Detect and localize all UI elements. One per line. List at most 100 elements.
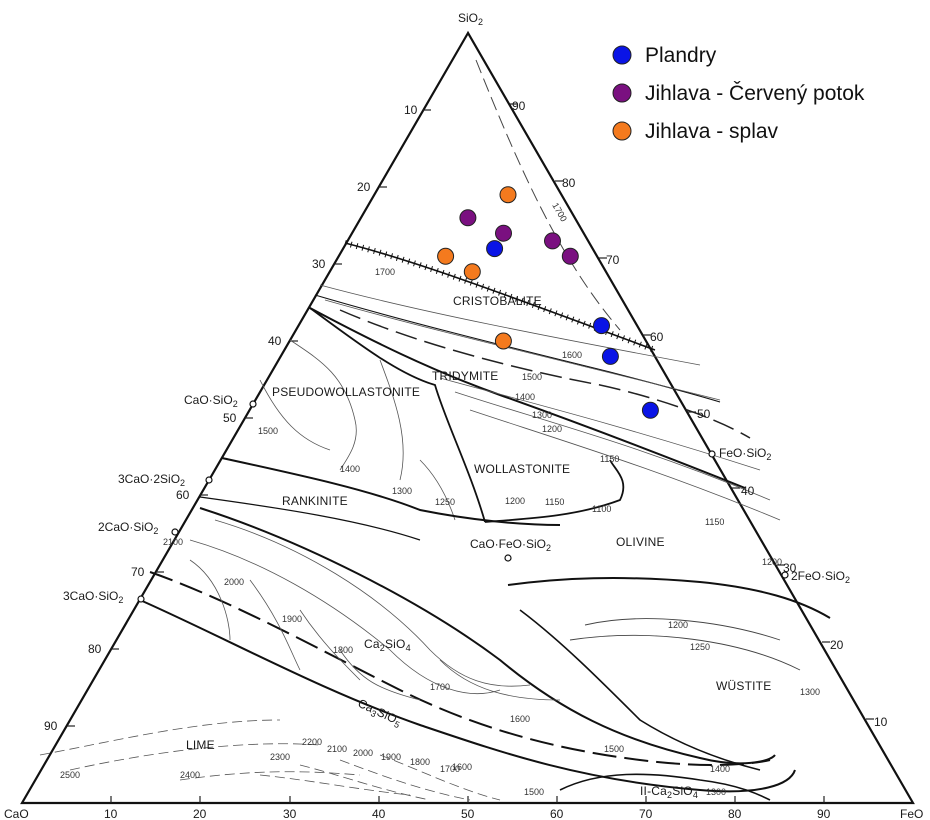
legend-label-plandry: Plandry [645,44,717,67]
data-point-jihlava-erven-potok-0 [459,209,477,227]
data-point-jihlava-splav-2 [463,263,481,281]
apex-label-feo: FeO [900,807,923,820]
iso-1400-c: 1400 [710,764,730,774]
isotherms-pseudowollastonite [259,339,456,521]
bottom-ticks [110,796,825,803]
left-tick-30: 30 [312,257,326,271]
isotherms-ca2sio4 [189,519,561,701]
legend-marker-plandry [612,45,632,65]
left-tick-10: 10 [404,103,418,117]
left-tick-50: 50 [223,411,237,425]
boundary-lime-heavy [139,599,796,793]
point-2cao-sio2 [171,528,179,536]
iso-1150-c: 1150 [705,517,724,527]
iso-2500: 2500 [60,770,80,780]
data-point-plandry-0 [486,240,504,258]
data-point-plandry-3 [641,401,659,419]
bottom-tick-80: 80 [728,807,742,820]
boundary-pseudowollastonite [309,307,486,523]
point-cfs [504,554,512,562]
isotherm-dash-1500 [339,309,751,439]
apex-label-cao: CaO [4,807,29,820]
data-point-jihlava-erven-potok-1 [495,224,512,242]
left-tick-labels: 10 20 30 40 50 60 70 80 90 [44,103,418,733]
iso-2200: 2200 [302,737,322,747]
iso-1600-a: 1600 [562,350,582,360]
bottom-tick-40: 40 [372,807,386,820]
iso-1800-a: 1800 [333,645,353,655]
iso-1900-a: 1900 [282,614,302,624]
iso-1150-b: 1150 [545,497,564,507]
iso-1300-b: 1300 [392,486,412,496]
iso-1200-d: 1200 [668,620,688,630]
iso-2000-a: 2000 [224,577,244,587]
point-2feo-sio2 [781,571,789,579]
right-tick-90: 90 [512,99,526,113]
phase-olivine: OLIVINE [616,535,665,549]
left-tick-90: 90 [44,719,58,733]
boundary-ca3sio5-dashed [149,571,771,766]
iso-1200-c: 1200 [762,557,782,567]
boundary-wustite-c2s [519,609,761,771]
bottom-tick-90: 90 [817,807,831,820]
boundary-rankinite [221,457,561,526]
boundary-wustite-inner2 [569,634,801,671]
left-tick-40: 40 [268,334,282,348]
bottom-tick-60: 60 [550,807,564,820]
left-tick-70: 70 [131,565,145,579]
iso-1250-b: 1250 [690,642,710,652]
boundary-ca2sio4-heavy [199,507,776,765]
data-point-jihlava-erven-potok-3 [561,247,579,265]
iso-2400: 2400 [180,770,200,780]
iso-1600-c: 1600 [452,762,472,772]
iso-1500-c: 1500 [604,744,624,754]
iso-1400-a: 1400 [515,392,535,402]
compound-labels: CaO·SiO2 3CaO·2SiO2 2CaO·SiO2 3CaO·SiO2 … [63,393,850,605]
phase-wollastonite: WOLLASTONITE [474,462,570,476]
iso-1500-d: 1500 [524,787,544,797]
iso-1300-a: 1300 [532,410,552,420]
legend-label-cerveny-potok: Jihlava - Červený potok [645,82,865,105]
bottom-tick-50: 50 [461,807,475,820]
bottom-tick-labels: 10 20 30 40 50 60 70 80 90 [104,807,831,820]
label-3cao-2sio2: 3CaO·2SiO2 [118,472,185,488]
label-cao-sio2: CaO·SiO2 [184,393,238,409]
iso-1250-a: 1250 [435,497,455,507]
point-3cao-sio2 [137,595,145,603]
phase-lime: LIME [186,738,215,752]
data-point-jihlava-splav-1 [437,247,455,265]
right-tick-50: 50 [697,407,711,421]
phase-tridymite: TRIDYMITE [432,369,498,383]
left-tick-80: 80 [88,642,102,656]
phase-ii-ca2sio4: II-Ca2SiO4 [640,784,698,800]
bottom-tick-10: 10 [104,807,118,820]
label-3cao-sio2: 3CaO·SiO2 [63,589,123,605]
right-tick-labels: 90 80 70 60 50 40 30 20 10 [512,99,888,729]
isotherms-lime [39,719,501,801]
label-cfs: CaO·FeO·SiO2 [470,537,551,553]
data-point-jihlava-splav-3 [494,332,512,350]
bottom-tick-30: 30 [283,807,297,820]
legend: Plandry Jihlava - Červený potok Jihlava … [612,44,865,143]
iso-1900-b: 1900 [381,752,401,762]
left-tick-60: 60 [176,488,190,502]
iso-1700-mid: 1700 [375,267,395,277]
iso-2000-b: 2000 [353,748,373,758]
right-tick-80: 80 [562,176,576,190]
iso-2100-a: 2100 [163,537,183,547]
phase-ca3sio5: Ca3SiO5 [355,696,404,730]
sample-data-points [437,186,659,419]
data-point-plandry-2 [601,347,619,365]
data-point-jihlava-erven-potok-2 [544,232,561,250]
phase-wustite: WÜSTITE [716,679,771,693]
right-tick-20: 20 [830,638,844,652]
phase-rankinite: RANKINITE [282,494,348,508]
legend-marker-splav [612,121,632,141]
iso-1500-b: 1500 [258,426,278,436]
iso-1200-b: 1200 [505,496,525,506]
point-cao-sio2 [249,400,257,408]
right-tick-70: 70 [606,253,620,267]
point-feo-sio2 [708,450,716,458]
right-tick-30: 30 [783,561,797,575]
